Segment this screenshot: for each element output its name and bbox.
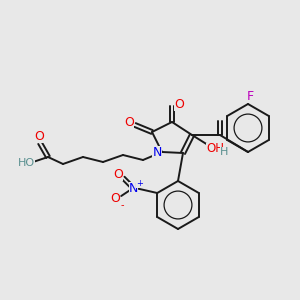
Text: O: O [113,167,123,181]
Text: H: H [220,147,228,157]
Text: O: O [124,116,134,130]
Text: O: O [174,98,184,110]
Text: O: O [110,193,120,206]
Text: O: O [34,130,44,142]
Text: +: + [136,178,143,188]
Text: N: N [152,146,162,158]
Text: F: F [246,89,254,103]
Text: N: N [128,182,138,194]
Text: -: - [121,200,124,210]
Text: HO: HO [17,158,34,168]
Text: OH: OH [206,142,224,155]
